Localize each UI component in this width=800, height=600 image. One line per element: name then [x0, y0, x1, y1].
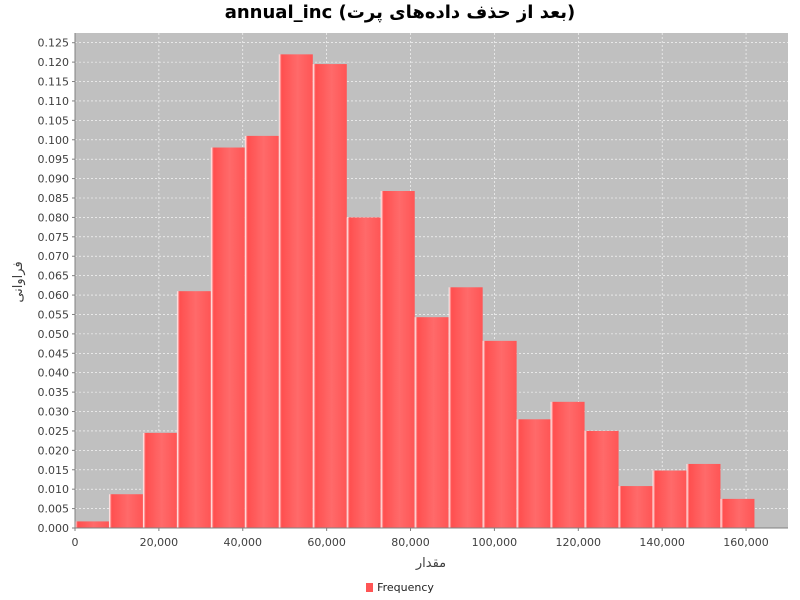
y-tick-label: 0.080: [38, 211, 70, 224]
x-tick-label: 160,000: [723, 536, 769, 549]
x-axis-ticks: 0 20,000 40,000 60,000 80,000 100,000 120,000 1…: [72, 528, 769, 549]
histogram-bar: [448, 287, 483, 528]
x-tick-label: 60,000: [307, 536, 346, 549]
y-tick-label: 0.040: [38, 367, 70, 380]
legend-label: Frequency: [377, 581, 434, 594]
bars: [75, 54, 755, 529]
y-tick-label: 0.015: [38, 464, 70, 477]
chart-title: annual_inc (بعد از حذف داده‌های پرت): [224, 2, 576, 23]
histogram-bar: [550, 401, 585, 528]
histogram-bar: [516, 419, 551, 528]
x-tick-label: 100,000: [472, 536, 518, 549]
y-tick-label: 0.115: [38, 76, 70, 89]
y-tick-label: 0.085: [38, 192, 70, 205]
histogram-bar: [618, 486, 653, 528]
histogram-bar: [652, 470, 687, 528]
y-tick-label: 0.120: [38, 56, 70, 69]
histogram-bar: [482, 340, 517, 528]
histogram-bar: [414, 317, 449, 528]
x-tick-label: 20,000: [140, 536, 179, 549]
y-axis-label: فراوانی: [11, 261, 26, 302]
y-tick-label: 0.010: [38, 483, 70, 496]
x-tick-label: 0: [72, 536, 79, 549]
histogram-bar: [108, 494, 143, 528]
histogram-bar: [686, 463, 721, 528]
x-tick-label: 120,000: [556, 536, 602, 549]
histogram-bar: [584, 430, 619, 528]
histogram-bar: [346, 217, 381, 529]
x-tick-label: 40,000: [224, 536, 263, 549]
histogram-bar: [244, 135, 279, 528]
y-tick-label: 0.095: [38, 153, 70, 166]
y-tick-label: 0.030: [38, 406, 70, 419]
y-tick-label: 0.105: [38, 114, 70, 127]
y-tick-label: 0.110: [38, 95, 70, 108]
y-tick-label: 0.050: [38, 328, 70, 341]
histogram-bar: [380, 191, 415, 528]
x-tick-label: 140,000: [639, 536, 685, 549]
y-tick-label: 0.055: [38, 308, 70, 321]
legend: Frequency: [0, 581, 800, 594]
histogram-bar: [210, 147, 245, 528]
y-tick-label: 0.005: [38, 503, 70, 516]
axes: [74, 33, 788, 529]
y-tick-label: 0.025: [38, 425, 70, 438]
y-tick-label: 0.065: [38, 270, 70, 283]
histogram-bar: [720, 498, 755, 528]
y-tick-label: 0.070: [38, 250, 70, 263]
y-tick-label: 0.075: [38, 231, 70, 244]
histogram-bar: [142, 432, 177, 528]
x-tick-label: 80,000: [391, 536, 430, 549]
y-tick-label: 0.020: [38, 444, 70, 457]
x-axis-label: مقدار: [415, 556, 446, 571]
y-tick-label: 0.090: [38, 173, 70, 186]
y-tick-label: 0.125: [38, 37, 70, 50]
y-tick-label: 0.060: [38, 289, 70, 302]
histogram-bar: [312, 64, 347, 528]
y-tick-label: 0.035: [38, 386, 70, 399]
y-tick-label: 0.100: [38, 134, 70, 147]
legend-swatch: [366, 583, 374, 592]
y-axis-ticks: 0.000 0.005 0.010 0.015 0.020 0.025 0.030 0.035…: [38, 37, 75, 535]
histogram-bar: [278, 54, 313, 529]
y-tick-label: 0.000: [38, 522, 70, 535]
y-tick-label: 0.045: [38, 347, 70, 360]
histogram-bar: [75, 521, 109, 528]
histogram-bar: [176, 291, 211, 528]
